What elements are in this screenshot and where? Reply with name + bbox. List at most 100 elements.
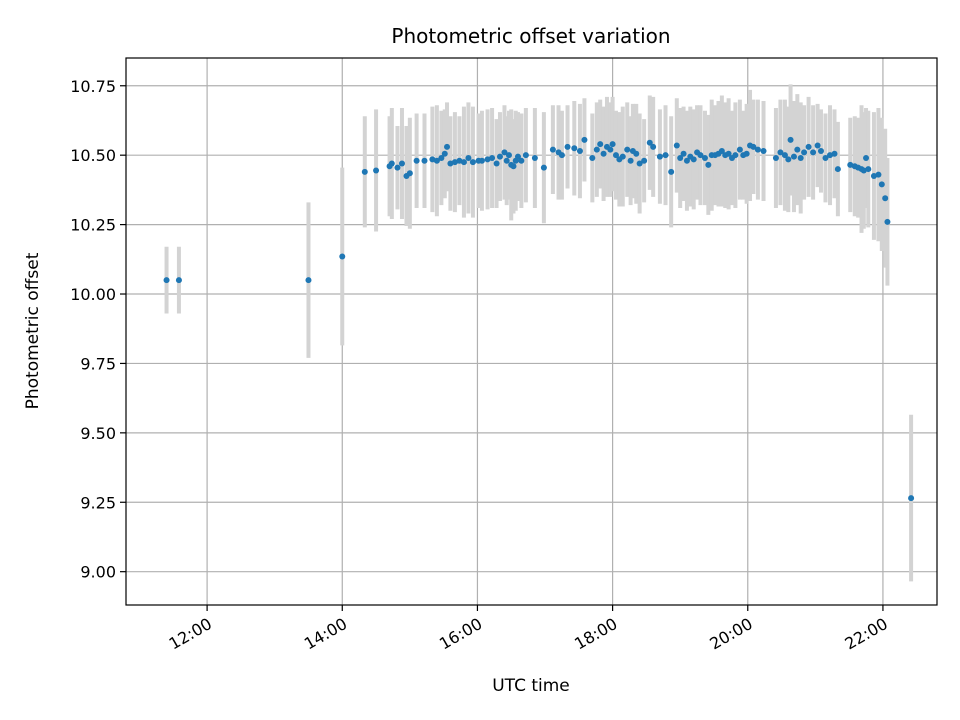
data-point (870, 173, 877, 180)
data-point (361, 168, 368, 175)
data-point (814, 142, 821, 149)
data-point (750, 143, 757, 150)
data-point (469, 159, 476, 166)
data-point (680, 150, 687, 157)
plot-frame (125, 57, 938, 606)
data-point (339, 253, 346, 260)
y-tick-layer: 9.00 9.25 9.50 9.75 10.00 10.25 10.50 10.75 (70, 77, 126, 582)
data-point (489, 154, 496, 161)
data-point (772, 154, 779, 161)
data-point (501, 149, 508, 156)
data-point (413, 157, 420, 164)
data-point (801, 149, 808, 156)
data-point (514, 153, 521, 160)
data-point (797, 154, 804, 161)
data-point (646, 139, 653, 146)
data-point (388, 160, 395, 167)
data-point (863, 154, 870, 161)
data-point (510, 163, 517, 170)
data-point (175, 277, 182, 284)
data-point (465, 154, 472, 161)
y-tick-label: 9.00 (80, 563, 116, 582)
data-point (531, 154, 538, 161)
point-layer (163, 136, 915, 502)
data-point (447, 160, 454, 167)
data-point (398, 160, 405, 167)
data-point (460, 159, 467, 166)
data-point (705, 161, 712, 168)
data-point (633, 150, 640, 157)
y-tick-label: 10.25 (70, 216, 116, 235)
y-tick-label: 9.50 (80, 424, 116, 443)
data-point (826, 152, 833, 159)
data-point (822, 154, 829, 161)
data-point (163, 277, 170, 284)
data-point (736, 146, 743, 153)
data-point (662, 152, 669, 159)
data-point (627, 157, 634, 164)
data-point (743, 150, 750, 157)
data-point (817, 148, 824, 155)
data-point (777, 149, 784, 156)
data-point (718, 148, 725, 155)
data-point (429, 156, 436, 163)
data-point (421, 157, 428, 164)
data-point (805, 143, 812, 150)
data-point (908, 495, 915, 502)
data-point (456, 157, 463, 164)
data-point (609, 141, 616, 148)
data-point (549, 146, 556, 153)
data-point (834, 166, 841, 173)
y-tick-label: 10.50 (70, 146, 116, 165)
data-point (794, 146, 801, 153)
y-tick-label: 9.75 (80, 354, 116, 373)
data-point (760, 148, 767, 155)
data-point (673, 142, 680, 149)
data-point (878, 181, 885, 188)
data-point (600, 150, 607, 157)
data-point (484, 156, 491, 163)
data-point (433, 157, 440, 164)
data-point (478, 157, 485, 164)
data-point (697, 152, 704, 159)
data-point (847, 161, 854, 168)
data-point (305, 277, 312, 284)
y-tick-label: 9.25 (80, 493, 116, 512)
data-point (373, 167, 380, 174)
data-point (636, 160, 643, 167)
data-point (441, 150, 448, 157)
data-point (787, 136, 794, 143)
data-point (394, 164, 401, 171)
data-point (725, 150, 732, 157)
data-point (831, 150, 838, 157)
data-point (701, 154, 708, 161)
x-axis-title: UTC time (492, 676, 570, 696)
data-point (438, 154, 445, 161)
data-point (540, 164, 547, 171)
data-point (884, 218, 891, 225)
data-point (754, 146, 761, 153)
data-point (612, 152, 619, 159)
y-axis-title: Photometric offset (23, 252, 43, 409)
data-point (564, 143, 571, 150)
chart-title: Photometric offset variation (391, 24, 670, 48)
data-point (781, 152, 788, 159)
data-point (496, 153, 503, 160)
data-point (683, 157, 690, 164)
y-tick-label: 10.00 (70, 285, 116, 304)
data-point (677, 154, 684, 161)
data-point (650, 143, 657, 150)
data-point (451, 159, 458, 166)
data-point (589, 154, 596, 161)
data-point (607, 146, 614, 153)
data-point (571, 145, 578, 152)
data-point (690, 156, 697, 163)
data-point (810, 149, 817, 156)
data-point (505, 152, 512, 159)
data-point (597, 141, 604, 148)
data-point (732, 152, 739, 159)
data-point (619, 153, 626, 160)
data-point (444, 143, 451, 150)
